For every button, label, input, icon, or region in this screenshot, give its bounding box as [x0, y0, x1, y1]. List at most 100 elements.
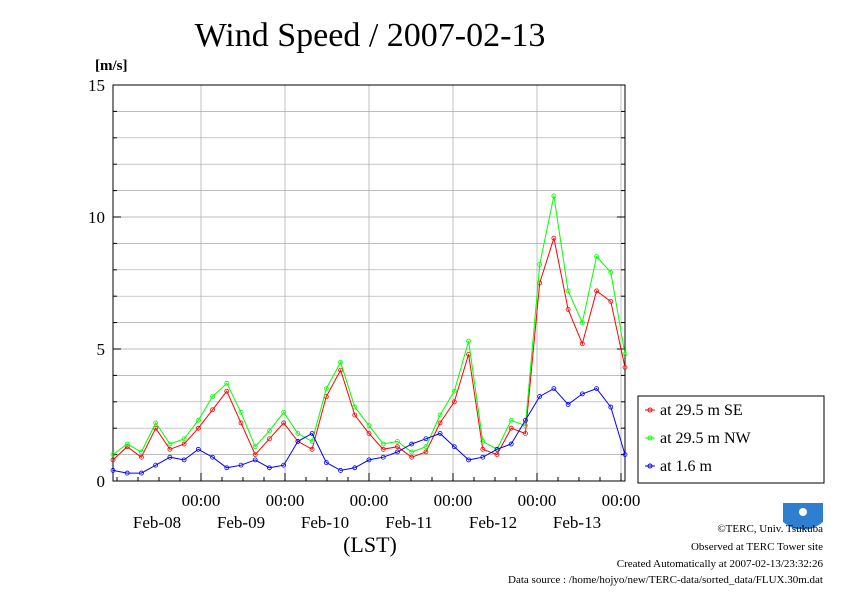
data-point [309, 446, 315, 452]
data-point [210, 407, 215, 413]
data-point [139, 449, 144, 455]
x-tick-time-label: 00:00 [434, 491, 473, 510]
data-point [267, 465, 272, 471]
data-point [181, 457, 187, 463]
x-tick-time-label: 00:00 [518, 491, 557, 510]
data-point [565, 288, 571, 294]
data-point [366, 431, 372, 436]
data-point [451, 388, 457, 394]
terc-logo-text: TERC [793, 529, 812, 536]
data-point [195, 417, 201, 423]
data-point [466, 457, 471, 463]
data-point [565, 402, 571, 407]
x-tick-time-label: 00:00 [266, 491, 305, 510]
data-point [295, 438, 301, 444]
data-point [508, 441, 514, 447]
data-point [124, 441, 130, 447]
data-point [224, 388, 230, 394]
data-point [167, 441, 173, 447]
data-point [338, 468, 343, 473]
data-point [224, 380, 230, 386]
data-point [423, 436, 429, 442]
x-axis-ticks: 00:00Feb-0800:00Feb-0900:00Feb-1000:00Fe… [116, 473, 641, 532]
data-point [267, 428, 272, 434]
data-point [579, 341, 585, 347]
data-point [309, 431, 315, 436]
data-point [579, 320, 585, 326]
x-axis-label: (LST) [343, 532, 397, 557]
data-point [110, 457, 116, 463]
x-tick-date-label: Feb-13 [553, 513, 601, 532]
data-point [409, 454, 415, 460]
data-point [210, 394, 215, 399]
data-point [551, 235, 557, 241]
series-line [112, 237, 626, 461]
legend-swatch-marker [647, 435, 653, 441]
x-tick-time-label: 00:00 [602, 491, 641, 510]
terc-logo-drop [799, 508, 807, 516]
data-point [451, 399, 457, 405]
data-point [252, 457, 258, 463]
data-point [594, 254, 599, 260]
data-point [494, 452, 500, 458]
data-point [210, 454, 215, 460]
data-point [437, 420, 443, 426]
y-tick-label: 10 [88, 208, 105, 227]
data-point [508, 417, 514, 423]
series-lines [110, 193, 628, 476]
data-point [608, 299, 614, 304]
legend: at 29.5 m SE at 29.5 m NW at 1.6 m [637, 395, 825, 484]
legend-label: at 29.5 m SE [660, 402, 743, 419]
data-point [238, 420, 244, 426]
x-tick-time-label: 00:00 [182, 491, 221, 510]
data-point [409, 441, 415, 447]
y-tick-label: 0 [97, 472, 106, 491]
data-point [537, 262, 543, 267]
data-point [295, 431, 301, 436]
x-tick-date-label: Feb-10 [301, 513, 349, 532]
data-point [267, 436, 272, 442]
data-point [622, 351, 628, 357]
data-point [338, 367, 343, 373]
created-text: Created Automatically at 2007-02-13/23:3… [617, 558, 824, 570]
data-point [523, 423, 528, 428]
data-point [565, 306, 571, 312]
data-point [153, 420, 159, 426]
data-point [395, 449, 400, 455]
data-point [622, 452, 628, 458]
data-point [395, 444, 400, 450]
series-line [112, 195, 626, 456]
data-point [409, 449, 415, 455]
data-point [594, 386, 599, 392]
observed-text: Observed at TERC Tower site [691, 541, 823, 553]
data-point [153, 425, 159, 431]
data-point [352, 412, 358, 418]
data-point [167, 446, 173, 452]
data-point [110, 468, 116, 473]
data-point [508, 425, 514, 431]
data-point [352, 465, 358, 471]
data-point [423, 444, 429, 450]
y-axis-ticks: 0 5 10 15 [88, 76, 625, 491]
series-line [112, 387, 626, 474]
data-point [110, 452, 116, 458]
terc-logo: TERC [783, 503, 823, 536]
data-point [309, 438, 315, 444]
data-point [366, 423, 372, 428]
data-point [323, 460, 329, 465]
data-point [380, 454, 386, 460]
grid-lines [113, 85, 625, 481]
x-tick-date-label: Feb-08 [133, 513, 181, 532]
x-tick-date-label: Feb-12 [469, 513, 517, 532]
legend-swatch-marker [647, 407, 653, 413]
source-text: Data source : /home/hojyo/new/TERC-data/… [508, 574, 823, 586]
data-point [437, 412, 443, 418]
data-point [551, 386, 557, 392]
y-axis-unit: [m/s] [95, 58, 128, 74]
x-tick-date-label: Feb-11 [385, 513, 433, 532]
legend-label: at 29.5 m NW [660, 430, 752, 447]
data-point [480, 446, 486, 452]
data-point [480, 438, 486, 444]
data-point [153, 462, 159, 468]
x-tick-date-label: Feb-09 [217, 513, 265, 532]
